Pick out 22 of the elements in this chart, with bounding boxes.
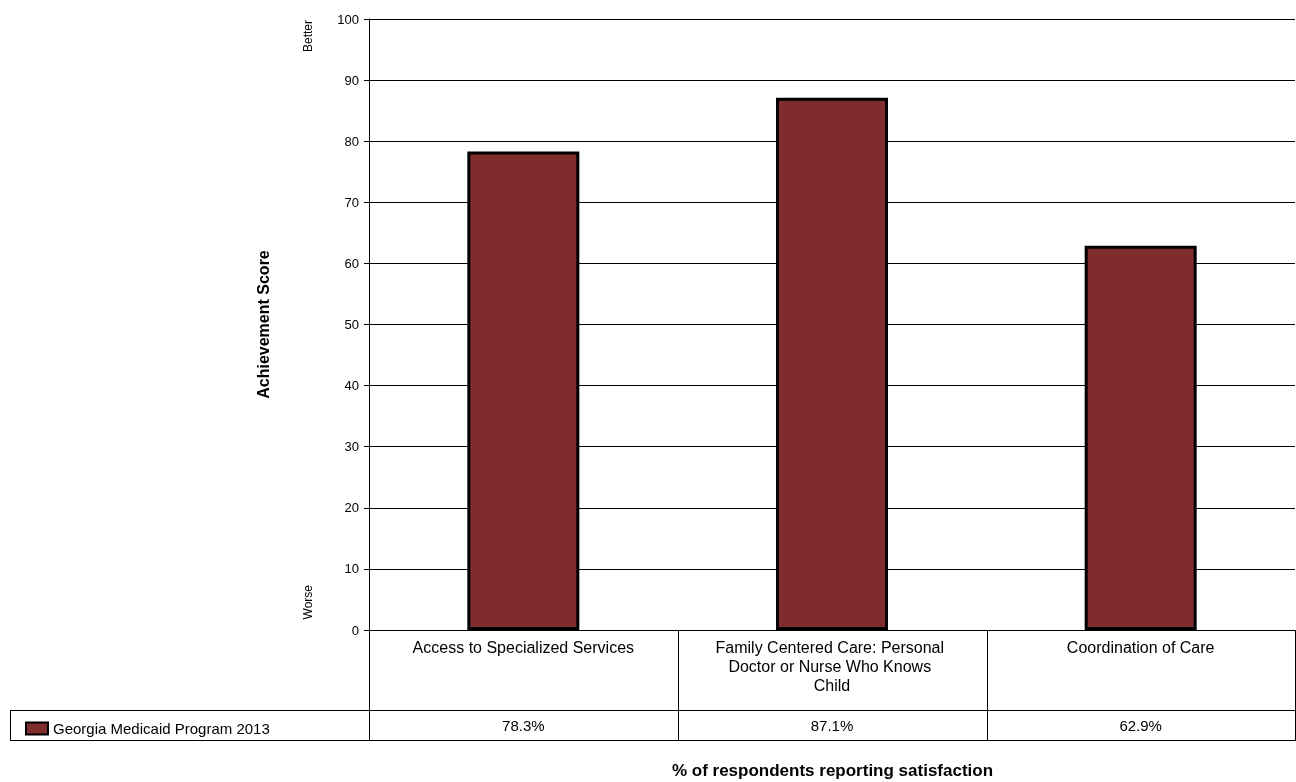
y-tick-label: 40: [344, 378, 359, 394]
data-label: 78.3%: [501, 717, 546, 734]
y-tick-label: 30: [344, 439, 359, 455]
y-tick-label: 80: [344, 133, 359, 149]
y-tick-label: 0: [351, 622, 359, 638]
y-tick-label: 90: [344, 72, 359, 88]
data-label: 87.1%: [809, 717, 855, 734]
x-tick-label: Family Centered Care: Personal Doctor or Nurse Who Knows Child: [715, 639, 949, 694]
data-label: 62.9%: [1118, 717, 1163, 734]
y-tick-label: 20: [344, 500, 359, 516]
text: % of respondents reporting satisfaction: [671, 761, 994, 780]
y-tick-label: 60: [344, 255, 359, 271]
legend-label: Georgia Medicaid Program 2013: [53, 720, 270, 737]
y-tick-label: 70: [344, 194, 359, 210]
text: Worse: [301, 584, 315, 620]
y-axis-title: Achievement Score: [254, 250, 272, 399]
x-tick-label: Coordination of Care: [1066, 639, 1215, 656]
y-tick-label: 100: [337, 11, 359, 27]
y-tick-label: 50: [344, 317, 359, 332]
text: Better: [301, 20, 315, 53]
x-tick-label: Access to Specialized Services: [412, 639, 635, 656]
y-tick-label: 10: [344, 561, 359, 577]
